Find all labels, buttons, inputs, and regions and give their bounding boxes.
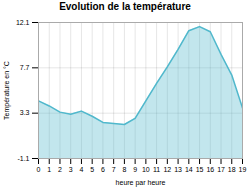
svg-text:16: 16 <box>206 166 214 173</box>
svg-text:18: 18 <box>228 166 236 173</box>
svg-text:3.3: 3.3 <box>20 109 30 116</box>
svg-text:1: 1 <box>47 166 51 173</box>
svg-text:0: 0 <box>37 166 41 173</box>
svg-text:3: 3 <box>69 166 73 173</box>
svg-text:13: 13 <box>174 166 182 173</box>
svg-text:6: 6 <box>101 166 105 173</box>
svg-text:-1.1: -1.1 <box>17 155 29 162</box>
svg-text:Température en °C: Température en °C <box>3 61 11 120</box>
svg-text:17: 17 <box>217 166 225 173</box>
svg-text:8: 8 <box>122 166 126 173</box>
svg-text:7.7: 7.7 <box>20 64 30 71</box>
svg-text:11: 11 <box>153 166 160 173</box>
svg-text:14: 14 <box>185 166 193 173</box>
svg-text:12.1: 12.1 <box>16 19 30 26</box>
svg-text:12: 12 <box>163 166 171 173</box>
svg-text:19: 19 <box>239 166 247 173</box>
svg-text:4: 4 <box>79 166 83 173</box>
svg-text:10: 10 <box>142 166 150 173</box>
svg-text:heure par heure: heure par heure <box>116 179 166 187</box>
svg-text:7: 7 <box>112 166 116 173</box>
html-text:Evolution de la température: Evolution de la température <box>59 1 191 12</box>
svg-text:5: 5 <box>90 166 94 173</box>
svg-text:2: 2 <box>58 166 62 173</box>
svg-text:15: 15 <box>196 166 204 173</box>
svg-text:9: 9 <box>133 166 137 173</box>
